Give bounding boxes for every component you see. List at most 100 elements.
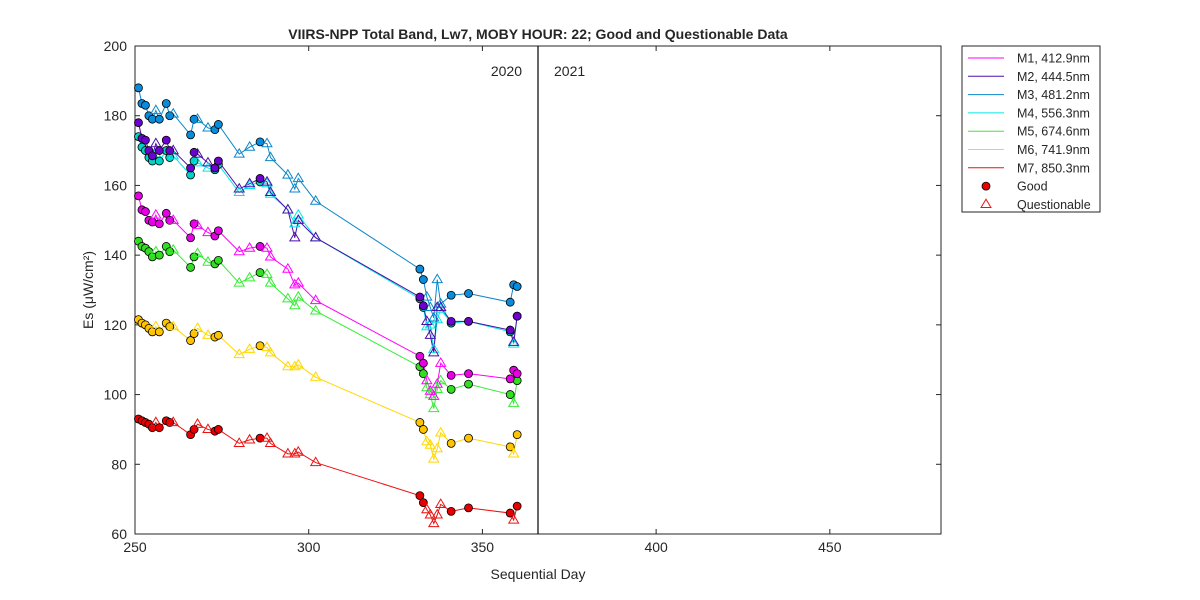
good-marker [464, 503, 473, 513]
questionable-marker [261, 268, 273, 278]
questionable-marker [202, 255, 214, 266]
good-marker [415, 351, 425, 361]
good-marker [154, 250, 164, 260]
questionable-marker [292, 214, 305, 224]
questionable-marker [424, 318, 437, 329]
questionable-marker [261, 177, 273, 188]
good-marker [165, 247, 175, 257]
questionable-marker [507, 397, 520, 407]
questionable-marker [261, 175, 273, 186]
year-label-left: 2020 [491, 63, 522, 79]
legend-questionable-label: Questionable [1017, 198, 1091, 212]
good-marker [161, 99, 171, 108]
questionable-marker [434, 498, 447, 508]
legend-label-2: M2, 444.5nm [1017, 70, 1090, 84]
good-marker [154, 156, 164, 166]
questionable-marker [167, 214, 180, 224]
questionable-marker [309, 370, 322, 381]
good-marker [418, 358, 428, 368]
questionable-marker [421, 374, 433, 385]
y-tick-label: 100 [104, 387, 128, 403]
good-marker [255, 242, 265, 251]
questionable-marker [292, 445, 305, 456]
y-tick-label: 60 [111, 526, 127, 542]
questionable-marker [191, 322, 204, 332]
good-marker [415, 264, 425, 274]
legend-label-7: M7, 850.3nm [1017, 161, 1090, 175]
good-marker [189, 219, 199, 229]
questionable-marker [282, 360, 294, 371]
questionable-marker [427, 452, 440, 463]
good-marker [210, 163, 220, 173]
good-marker [213, 330, 223, 340]
chart-title: VIIRS-NPP Total Band, Lw7, MOBY HOUR: 22… [288, 26, 788, 42]
good-marker [418, 301, 428, 311]
legend-label-3: M3, 481.2nm [1017, 88, 1090, 102]
x-tick-label: 250 [123, 539, 147, 555]
y-axis-label: Es (μW/cm²) [80, 251, 96, 329]
questionable-marker [431, 313, 444, 324]
good-marker [189, 147, 199, 157]
good-marker [505, 297, 515, 307]
good-marker [446, 370, 456, 380]
good-marker [154, 423, 164, 433]
questionable-marker [309, 304, 322, 315]
questionable-marker [421, 503, 433, 514]
x-tick-label: 400 [644, 539, 668, 555]
questionable-marker [243, 343, 256, 353]
good-marker [464, 369, 473, 379]
questionable-marker [288, 360, 301, 371]
good-marker [213, 425, 223, 434]
good-marker [446, 290, 456, 300]
questionable-marker [261, 341, 273, 352]
questionable-marker [434, 301, 447, 312]
axis-ticks: 250 300 350 400 450 60 80 100 120 140 160 180 200 [104, 38, 941, 555]
year-label-right: 2021 [554, 63, 585, 79]
good-marker [134, 191, 143, 201]
good-marker [134, 83, 143, 93]
questionable-marker [167, 320, 180, 331]
questionable-marker [431, 377, 444, 388]
good-marker [446, 316, 456, 326]
good-marker [415, 418, 425, 427]
questionable-marker [309, 194, 322, 205]
questionable-marker [424, 329, 437, 339]
x-axis-label: Sequential Day [491, 566, 586, 582]
questionable-marker [243, 271, 256, 282]
good-marker [213, 156, 223, 166]
good-marker [141, 135, 150, 145]
x-tick-label: 450 [818, 539, 842, 555]
questionable-marker [202, 423, 214, 434]
x-tick-label: 350 [471, 539, 495, 555]
legend-label-4: M4, 556.3nm [1017, 106, 1090, 120]
questionable-marker [282, 203, 294, 214]
questionable-marker [167, 243, 180, 254]
questionable-marker [288, 299, 301, 310]
good-marker [415, 491, 425, 501]
questionable-marker [288, 278, 301, 289]
questionable-marker [261, 241, 273, 252]
questionable-marker [264, 346, 277, 357]
questionable-marker [282, 262, 294, 273]
questionable-marker [292, 208, 305, 219]
good-marker [418, 369, 428, 379]
good-marker [505, 508, 515, 518]
questionable-marker [243, 433, 256, 444]
questionable-marker [434, 357, 447, 367]
questionable-marker [434, 297, 447, 308]
good-marker [512, 501, 522, 511]
questionable-marker [431, 273, 444, 284]
questionable-marker [167, 144, 180, 155]
questionable-marker [191, 113, 204, 123]
questionable-marker [264, 276, 277, 287]
questionable-marker [150, 104, 162, 115]
good-marker [512, 430, 522, 440]
good-marker [161, 135, 171, 145]
questionable-marker [282, 447, 294, 458]
questionable-marker [233, 276, 246, 287]
good-marker [147, 151, 157, 161]
questionable-marker [507, 513, 520, 524]
good-marker [464, 433, 473, 443]
legend-label-6: M6, 741.9nm [1017, 143, 1090, 157]
